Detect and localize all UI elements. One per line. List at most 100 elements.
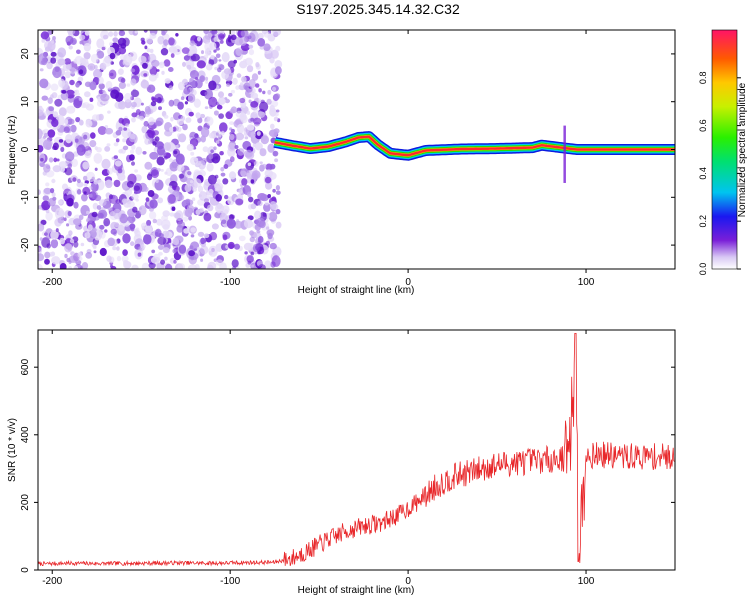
noise-speckle xyxy=(275,45,281,52)
x-tick-label: -100 xyxy=(220,277,240,288)
noise-speckle xyxy=(110,265,117,269)
noise-speckle xyxy=(38,109,44,117)
noise-speckle xyxy=(155,179,159,183)
noise-speckle xyxy=(268,129,278,137)
noise-speckle xyxy=(255,83,260,88)
noise-speckle xyxy=(219,122,228,133)
noise-speckle xyxy=(215,140,220,144)
noise-speckle xyxy=(132,206,138,213)
noise-speckle xyxy=(91,114,100,122)
noise-speckle xyxy=(57,47,67,58)
noise-speckle xyxy=(157,236,167,245)
noise-speckle xyxy=(66,257,71,263)
noise-speckle xyxy=(216,104,223,110)
noise-speckle xyxy=(148,262,156,269)
noise-speckle xyxy=(203,54,209,59)
noise-speckle xyxy=(47,97,53,104)
noise-speckle xyxy=(188,111,194,117)
noise-speckle xyxy=(216,178,221,184)
noise-speckle xyxy=(214,156,219,160)
noise-speckle xyxy=(243,242,253,251)
noise-speckle xyxy=(222,205,230,214)
noise-speckle xyxy=(70,124,77,133)
noise-speckle xyxy=(143,234,152,245)
noise-speckle xyxy=(249,236,255,243)
x-tick-label: -200 xyxy=(42,576,62,587)
noise-speckle xyxy=(250,117,255,122)
noise-speckle xyxy=(142,62,148,69)
noise-speckle xyxy=(44,258,50,265)
noise-speckle xyxy=(39,78,49,89)
noise-speckle xyxy=(109,52,116,60)
noise-speckle xyxy=(40,157,44,162)
noise-speckle xyxy=(148,117,155,126)
noise-speckle xyxy=(40,219,47,226)
noise-speckle xyxy=(238,235,246,242)
noise-speckle xyxy=(151,59,160,67)
noise-speckle xyxy=(85,119,93,128)
noise-speckle xyxy=(104,127,114,135)
noise-speckle xyxy=(234,145,239,149)
noise-speckle xyxy=(146,48,151,53)
noise-speckle xyxy=(244,251,248,255)
noise-speckle xyxy=(50,51,57,57)
noise-speckle xyxy=(115,138,120,143)
noise-speckle xyxy=(172,126,177,132)
noise-speckle xyxy=(248,99,252,104)
noise-speckle xyxy=(269,163,276,170)
spectrogram-noise-region xyxy=(38,30,283,269)
noise-speckle xyxy=(250,179,255,184)
noise-speckle xyxy=(83,183,88,187)
noise-speckle xyxy=(117,173,126,181)
noise-speckle xyxy=(204,91,210,97)
noise-speckle xyxy=(187,93,196,103)
noise-speckle xyxy=(269,104,275,112)
noise-speckle xyxy=(189,40,196,46)
noise-speckle xyxy=(118,100,126,110)
noise-speckle xyxy=(80,205,90,216)
noise-speckle xyxy=(239,37,247,46)
noise-speckle xyxy=(220,172,226,177)
y-tick-label: 400 xyxy=(20,426,31,443)
noise-speckle xyxy=(218,113,225,119)
noise-speckle xyxy=(258,98,262,102)
noise-speckle xyxy=(185,198,191,204)
noise-speckle xyxy=(227,142,236,152)
noise-speckle xyxy=(131,144,136,150)
colorbar-tick-label: 0.0 xyxy=(698,263,708,276)
noise-speckle xyxy=(220,167,225,172)
noise-speckle xyxy=(99,224,105,230)
noise-speckle xyxy=(79,40,83,45)
noise-speckle xyxy=(267,194,272,199)
noise-speckle xyxy=(247,162,252,166)
noise-speckle xyxy=(186,143,194,152)
noise-speckle xyxy=(203,212,212,222)
noise-speckle xyxy=(65,134,73,144)
noise-speckle xyxy=(258,88,262,93)
noise-speckle xyxy=(154,136,160,142)
noise-speckle xyxy=(163,39,169,46)
noise-speckle xyxy=(235,85,240,90)
noise-speckle xyxy=(129,133,136,140)
noise-speckle xyxy=(192,186,198,192)
noise-speckle xyxy=(184,184,192,193)
noise-speckle xyxy=(108,194,119,204)
noise-speckle xyxy=(117,68,124,75)
noise-speckle xyxy=(267,143,275,153)
noise-speckle xyxy=(172,238,180,246)
noise-speckle xyxy=(50,188,55,194)
noise-speckle xyxy=(52,165,62,173)
noise-speckle xyxy=(52,36,56,41)
noise-speckle xyxy=(229,121,235,125)
noise-speckle xyxy=(92,244,97,249)
noise-speckle xyxy=(267,89,272,95)
noise-speckle xyxy=(66,197,74,207)
noise-speckle xyxy=(43,110,50,117)
noise-speckle xyxy=(65,64,72,70)
spectrogram-x-label: Height of straight line (km) xyxy=(298,285,415,296)
noise-speckle xyxy=(274,60,283,69)
noise-speckle xyxy=(112,37,119,43)
x-tick-label: -100 xyxy=(220,576,240,587)
noise-speckle xyxy=(80,242,85,247)
noise-speckle xyxy=(175,210,184,222)
